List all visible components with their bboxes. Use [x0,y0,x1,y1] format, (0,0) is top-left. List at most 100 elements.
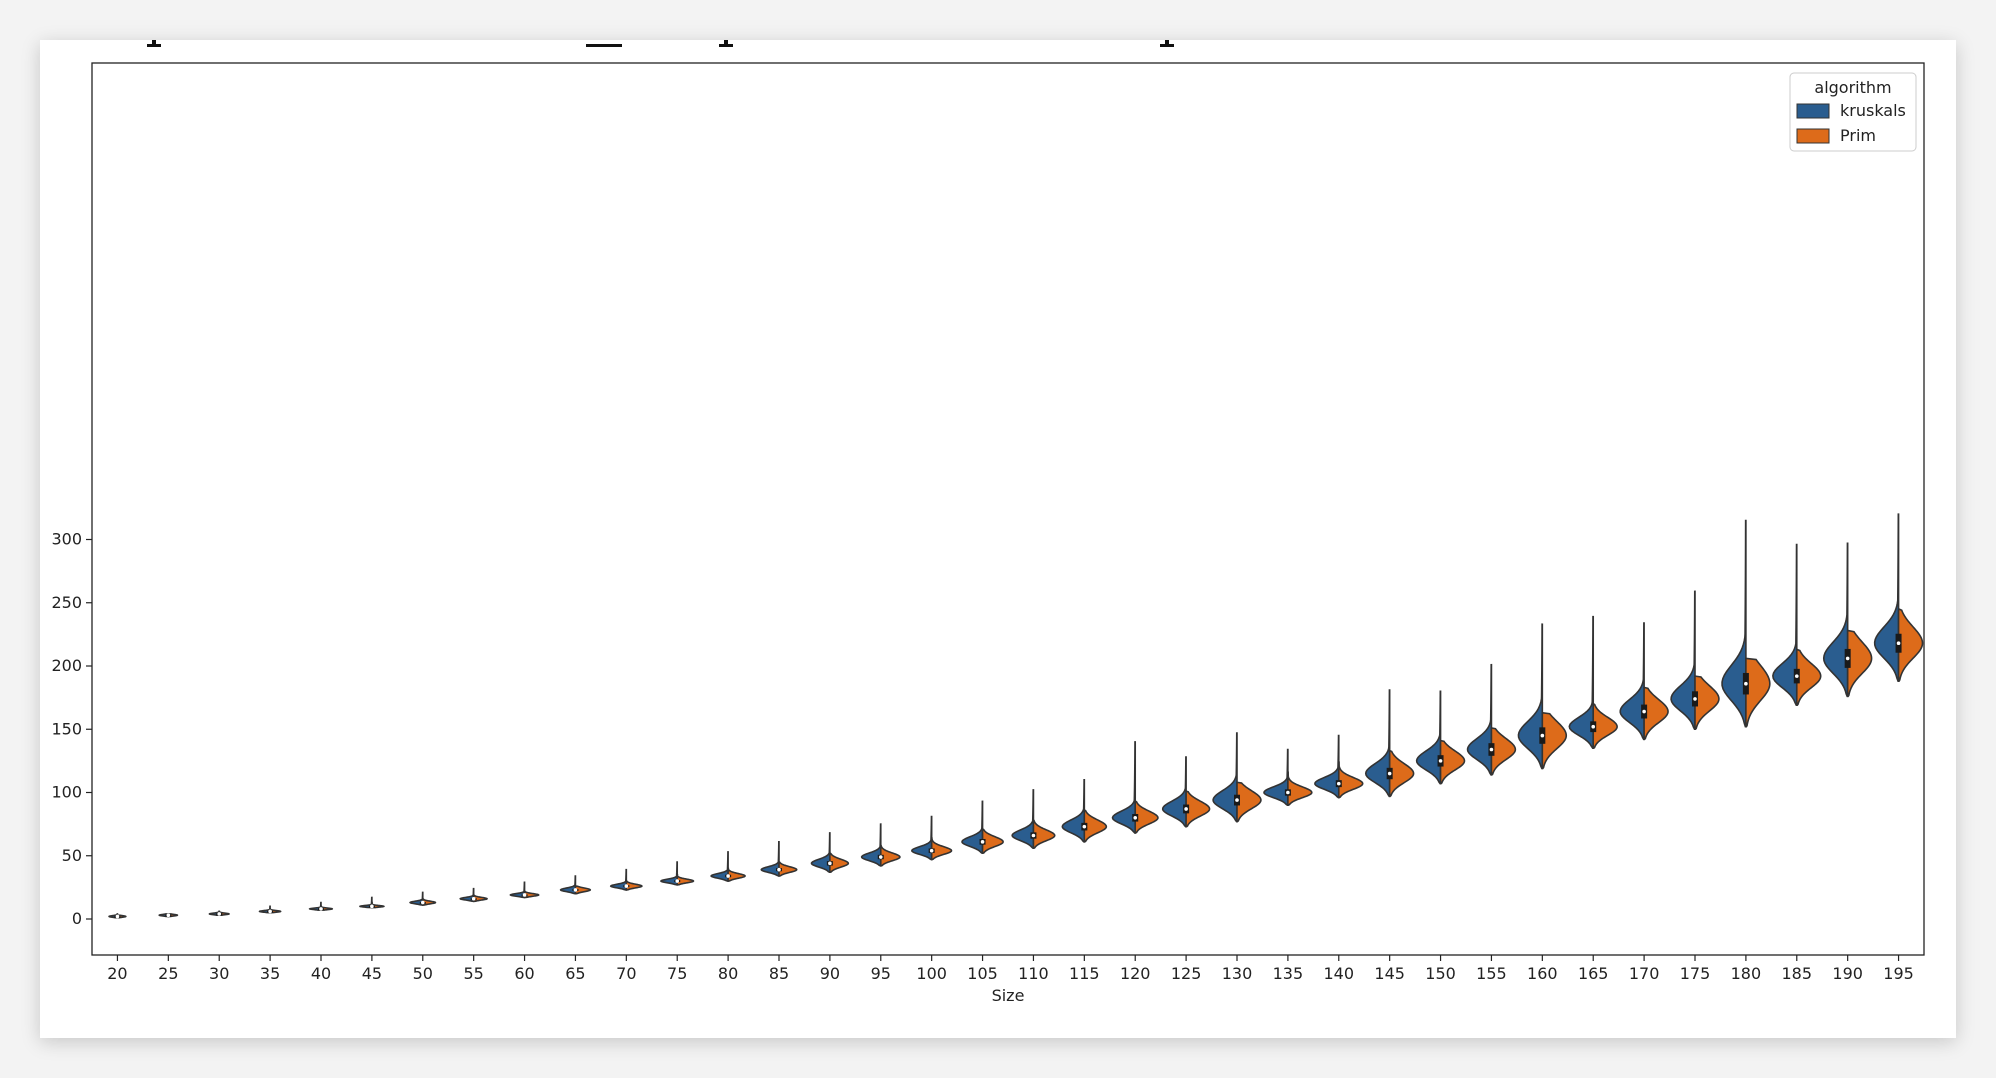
violin-median-dot [1387,771,1392,776]
violin-median-dot [726,874,730,878]
violin-group [1011,789,1056,849]
violin-median-dot [217,912,222,916]
violin-kruskals [1111,741,1137,834]
violin-median-dot [1184,807,1188,811]
x-tick-label: 180 [1731,964,1762,983]
x-tick-label: 90 [820,964,840,983]
violin-median-dot [828,861,832,866]
violin-prim [1439,739,1466,785]
x-tick-label: 55 [463,964,483,983]
x-tick-label: 125 [1171,964,1202,983]
x-tick-label: 80 [718,964,738,983]
x-tick-label: 65 [565,964,585,983]
violin-kruskals [1772,543,1798,707]
x-tick-label: 100 [916,964,947,983]
violin-median-dot [929,848,934,853]
violin-chart: 0 50 100 150 200 250 300 20 25 30 35 40 45 50 55 60 65 7… [51,40,1925,1005]
x-tick-label: 130 [1222,964,1253,983]
violin-median-dot [268,909,272,914]
violin-kruskals [1212,732,1238,823]
violin-group [1212,732,1262,823]
violin-group [659,861,695,886]
violin-group [1263,748,1313,806]
x-tick-label: 185 [1782,964,1813,983]
violin-prim [1134,800,1159,834]
violin-group [158,913,179,918]
violin-median-dot [878,855,883,859]
violin-median-dot [980,840,985,844]
violin-kruskals [1873,513,1900,682]
violin-kruskals [961,800,984,855]
violin-prim [1541,711,1568,770]
x-tick-label: 95 [871,964,891,983]
violin-prim [1083,809,1108,843]
violin-prim [829,852,850,874]
y-axis: 0 50 100 150 200 250 300 [51,530,92,928]
violin-prim [1032,819,1056,849]
violin-kruskals [1619,622,1645,741]
violin-group [810,832,850,874]
violin-group [1721,519,1771,728]
violin-kruskals [1670,590,1696,731]
x-tick-label: 110 [1018,964,1049,983]
x-tick-label: 60 [514,964,534,983]
violin-median-dot [1591,724,1596,729]
x-tick-label: 155 [1476,964,1507,983]
x-tick-label: 160 [1527,964,1558,983]
violin-median-dot [624,884,629,888]
x-tick-label: 40 [311,964,331,983]
violin-median-dot [1235,798,1239,802]
x-tick-label: 20 [107,964,127,983]
plot-area [91,62,1925,956]
x-tick-label: 70 [616,964,636,983]
violin-kruskals [609,868,628,891]
violin-group [609,868,643,891]
violins [108,513,1924,919]
violin-prim [1694,675,1720,731]
violin-group [1415,690,1466,785]
violin-kruskals [1466,663,1493,776]
violin-kruskals [911,815,933,861]
violin-kruskals [710,851,729,882]
violin-median-dot [1744,681,1748,686]
violin-prim [574,885,592,895]
legend-swatch-kruskals [1796,103,1830,119]
y-tick-label: 250 [51,593,82,612]
violin-kruskals [1721,519,1747,728]
violin-median-dot [1794,674,1799,678]
violin-kruskals [1364,689,1391,798]
violin-prim [1388,749,1415,798]
violin-prim [1846,629,1873,698]
violin-group [710,851,746,882]
x-tick-label: 115 [1069,964,1100,983]
violin-median-dot [1540,733,1545,738]
x-tick-label: 105 [967,964,998,983]
x-tick-label: 140 [1324,964,1355,983]
violin-group [308,901,334,911]
violin-median-dot [319,907,323,911]
violin-group [1822,542,1873,698]
violin-prim [421,897,437,906]
violin-prim [625,880,643,891]
x-tick-label: 45 [362,964,382,983]
violin-kruskals [1415,690,1442,785]
violin-prim [1745,657,1771,728]
violin-median-dot [573,888,578,892]
clipped-top-marks [147,40,1174,47]
x-tick-label: 150 [1425,964,1456,983]
violin-median-dot [1642,709,1646,714]
violin-median-dot [1489,747,1494,752]
violin-median-dot [522,893,527,897]
violin-kruskals [559,875,577,895]
violin-group [1619,622,1669,741]
x-tick-label: 190 [1832,964,1863,983]
legend-swatch-prim [1796,128,1830,144]
x-tick-label: 120 [1120,964,1151,983]
violin-prim [1490,727,1517,776]
violin-group [409,891,437,906]
violin-kruskals [760,841,780,877]
x-tick-label: 25 [158,964,178,983]
y-tick-label: 300 [51,530,82,549]
x-tick-label: 135 [1273,964,1304,983]
violin-kruskals [1011,789,1035,849]
